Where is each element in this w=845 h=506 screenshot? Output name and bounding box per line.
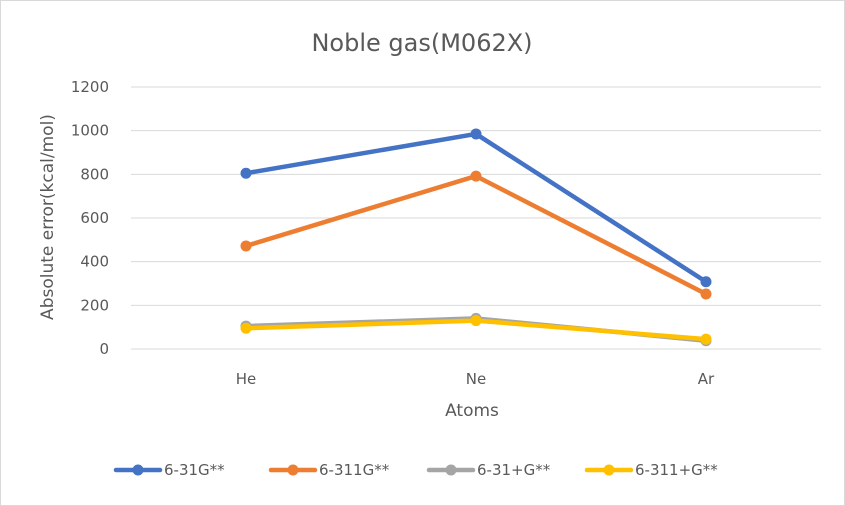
series-2 [240, 170, 712, 300]
series-1 [240, 128, 712, 288]
x-tick-label: Ne [466, 370, 486, 388]
data-point [700, 276, 712, 288]
data-point [240, 240, 252, 252]
y-tick-label: 1000 [71, 122, 109, 140]
x-tick-label: Ar [698, 370, 715, 388]
y-axis-ticks: 0 200 400 600 800 1000 1200 [71, 78, 109, 358]
legend-label: 6-311G** [319, 461, 390, 479]
y-tick-label: 1200 [71, 78, 109, 96]
legend: 6-31G** 6-311G** 6-31+G** 6-311+G** [113, 461, 718, 479]
legend-item: 6-311G** [268, 461, 390, 479]
data-point [700, 288, 712, 300]
y-tick-label: 800 [80, 165, 109, 183]
data-point [700, 333, 712, 345]
y-tick-label: 600 [80, 209, 109, 227]
chart-title: Noble gas(M062X) [311, 29, 532, 57]
legend-item: 6-31G** [113, 461, 225, 479]
x-tick-label: He [236, 370, 257, 388]
y-axis-title: Absolute error(kcal/mol) [38, 114, 58, 320]
legend-swatch-marker [603, 464, 615, 476]
data-point [470, 170, 482, 182]
legend-swatch-marker [132, 464, 144, 476]
legend-label: 6-311+G** [635, 461, 718, 479]
y-tick-label: 200 [80, 296, 109, 314]
data-point [240, 322, 252, 334]
legend-swatch-marker [445, 464, 457, 476]
y-tick-label: 400 [80, 253, 109, 271]
data-point [470, 128, 482, 140]
series-lines [240, 128, 712, 347]
x-axis-ticks: He Ne Ar [236, 370, 715, 388]
data-point [240, 167, 252, 179]
series-4 [240, 315, 712, 345]
x-axis-title: Atoms [445, 401, 499, 421]
legend-swatch-marker [287, 464, 299, 476]
legend-label: 6-31+G** [477, 461, 551, 479]
legend-item: 6-31+G** [426, 461, 551, 479]
legend-label: 6-31G** [164, 461, 225, 479]
data-point [470, 315, 482, 327]
y-tick-label: 0 [99, 340, 109, 358]
legend-item: 6-311+G** [584, 461, 718, 479]
gridlines [131, 86, 821, 350]
